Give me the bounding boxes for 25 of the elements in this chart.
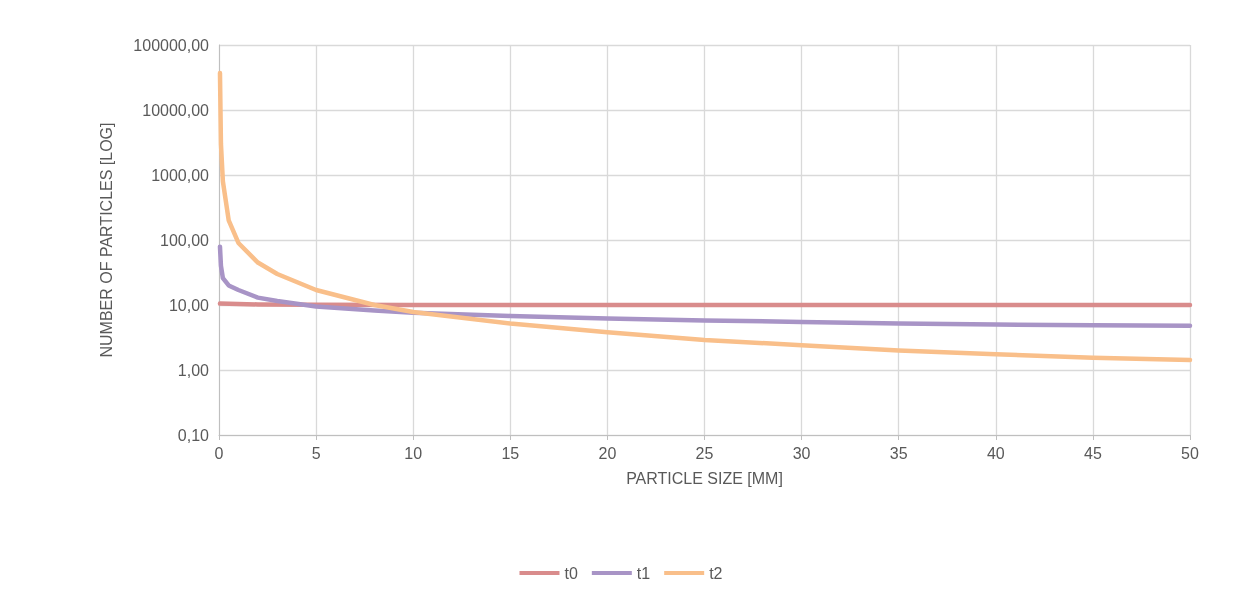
x-tick-label: 0 <box>214 444 224 462</box>
y-tick-label: 100000,00 <box>133 36 210 54</box>
x-axis-title: PARTICLE SIZE [MM] <box>626 469 783 487</box>
y-tick-label: 10000,00 <box>142 101 210 119</box>
legend-label: t2 <box>709 564 723 582</box>
y-tick-label: 0,10 <box>177 426 210 444</box>
x-tick-label: 45 <box>1084 444 1102 462</box>
y-tick-label: 1,00 <box>177 361 210 379</box>
line-series <box>217 244 1193 328</box>
x-tick-label: 35 <box>889 444 908 462</box>
x-tick-label: 50 <box>1181 444 1199 462</box>
y-axis-title: NUMBER OF PARTICLES [LOG] <box>97 122 115 358</box>
x-tick-label: 40 <box>986 444 1005 462</box>
legend-label: t0 <box>564 564 578 582</box>
x-tick-label: 15 <box>501 444 520 462</box>
x-tick-label: 20 <box>598 444 617 462</box>
y-tick-label: 10,00 <box>168 296 210 314</box>
x-tick-label: 10 <box>404 444 423 462</box>
x-tick-label: 25 <box>695 444 714 462</box>
y-tick-label: 100,00 <box>160 231 210 249</box>
line-series <box>217 70 1193 363</box>
x-tick-label: 30 <box>792 444 811 462</box>
x-tick-label: 5 <box>311 444 321 462</box>
legend-label: t1 <box>636 564 651 582</box>
y-tick-label: 1000,00 <box>151 166 210 184</box>
